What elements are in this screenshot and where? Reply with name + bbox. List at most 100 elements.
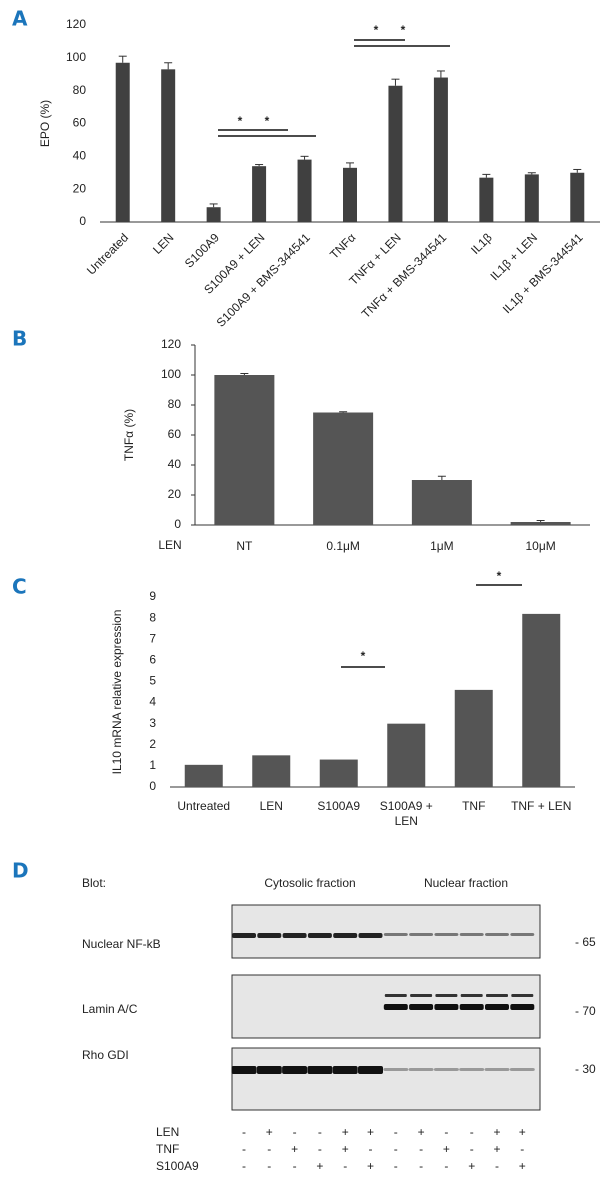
treatment-sign: - — [520, 1142, 524, 1156]
panel-label: B — [12, 327, 27, 351]
band — [435, 994, 458, 997]
annotation: * — [265, 114, 270, 128]
bar — [510, 522, 571, 525]
treatment-sign: + — [493, 1125, 500, 1139]
bar — [570, 172, 585, 222]
y-tick-label: 20 — [73, 181, 87, 195]
band — [384, 994, 407, 997]
treatment-sign: - — [470, 1125, 474, 1139]
bar — [387, 723, 426, 787]
treatment-sign: + — [342, 1125, 349, 1139]
fraction-label: Cytosolic fraction — [264, 876, 355, 890]
bar — [252, 166, 267, 222]
band — [485, 1004, 509, 1010]
x-tick-label: S100A9 — [317, 799, 361, 813]
treatment-sign: - — [444, 1159, 448, 1173]
error-bar — [240, 373, 249, 375]
band — [485, 933, 509, 936]
treatment-sign: + — [367, 1125, 374, 1139]
annotation: * — [361, 649, 366, 663]
x-tick-label: TNFα + BMS-344541 — [359, 230, 450, 321]
size-label: - 30 — [575, 1062, 596, 1076]
bar — [411, 480, 472, 525]
y-tick-label: 3 — [149, 716, 156, 730]
band — [408, 1068, 434, 1071]
y-tick-label: 40 — [168, 457, 182, 471]
band — [434, 933, 459, 936]
panel-label: A — [12, 7, 28, 31]
treatment-sign: - — [394, 1142, 398, 1156]
x-tick-label: Untreated — [84, 230, 131, 277]
row-label: Nuclear NF-kB — [82, 937, 161, 951]
bar — [319, 759, 358, 787]
x-tick-label: TNF + LEN — [511, 799, 572, 813]
y-tick-label: 9 — [149, 589, 156, 603]
x-tick-label: TNF — [462, 799, 486, 813]
band — [459, 1068, 485, 1071]
band — [358, 933, 383, 938]
y-axis-label: TNFα (%) — [122, 409, 136, 461]
treatment-sign: + — [443, 1142, 450, 1156]
band — [484, 1068, 510, 1071]
treatment-sign: - — [293, 1159, 297, 1173]
blot-image — [231, 1047, 541, 1111]
y-tick-label: 60 — [73, 116, 87, 130]
treatment-sign: - — [318, 1142, 322, 1156]
treatment-sign: + — [291, 1142, 298, 1156]
band — [433, 1068, 459, 1071]
treatment-sign: - — [369, 1142, 373, 1156]
band — [383, 1004, 408, 1010]
band — [256, 1066, 282, 1074]
row-label: Rho GDI — [82, 1048, 129, 1062]
band — [307, 1066, 333, 1074]
bar — [297, 159, 312, 222]
x-tick-label: IL1β — [468, 230, 495, 257]
x-tick-label: 1μM — [430, 539, 454, 553]
error-bar — [209, 203, 218, 208]
fraction-label: Nuclear fraction — [424, 876, 508, 890]
y-tick-label: 8 — [149, 610, 156, 624]
y-tick-label: 4 — [149, 695, 156, 709]
treatment-sign: + — [468, 1159, 475, 1173]
x-tick-label: S100A9 — [182, 230, 222, 270]
x-tick-label: TNFα — [327, 230, 358, 261]
x-tick-label: Untreated — [177, 799, 231, 813]
bar — [479, 177, 494, 222]
panel-label: D — [12, 859, 29, 883]
treatment-sign: + — [316, 1159, 323, 1173]
y-tick-label: 1 — [149, 758, 156, 772]
y-tick-label: 80 — [168, 397, 182, 411]
bar — [115, 62, 130, 223]
y-tick-label: 5 — [149, 674, 156, 688]
treatment-sign: + — [367, 1159, 374, 1173]
error-bar — [573, 168, 582, 173]
treatment-sign: - — [242, 1125, 246, 1139]
panel-label: C — [12, 575, 27, 599]
x-tick-label: LEN — [259, 799, 283, 813]
bar — [252, 755, 291, 787]
band — [383, 1068, 409, 1071]
band — [307, 933, 332, 938]
y-tick-label: 80 — [73, 83, 87, 97]
size-label: - 70 — [575, 1004, 596, 1018]
bar — [388, 85, 403, 222]
bar — [184, 764, 223, 787]
bar — [206, 207, 221, 222]
size-label: - 65 — [575, 935, 596, 949]
error-bar — [339, 411, 348, 413]
error-bar — [437, 475, 446, 480]
error-bar — [346, 162, 354, 168]
treatment-sign: - — [394, 1125, 398, 1139]
y-axis-label: EPO (%) — [38, 100, 52, 147]
y-axis-label: IL10 mRNA relative expression — [110, 610, 124, 775]
treatment-sign: - — [394, 1159, 398, 1173]
x-tick-label: IL1β + BMS-344541 — [500, 230, 586, 316]
band — [434, 1004, 459, 1010]
row-label: Lamin A/C — [82, 1002, 138, 1016]
band — [486, 994, 508, 997]
x-tick-label: LEN — [150, 230, 176, 256]
treatment-sign: - — [419, 1159, 423, 1173]
band — [511, 994, 534, 997]
band — [409, 933, 434, 936]
